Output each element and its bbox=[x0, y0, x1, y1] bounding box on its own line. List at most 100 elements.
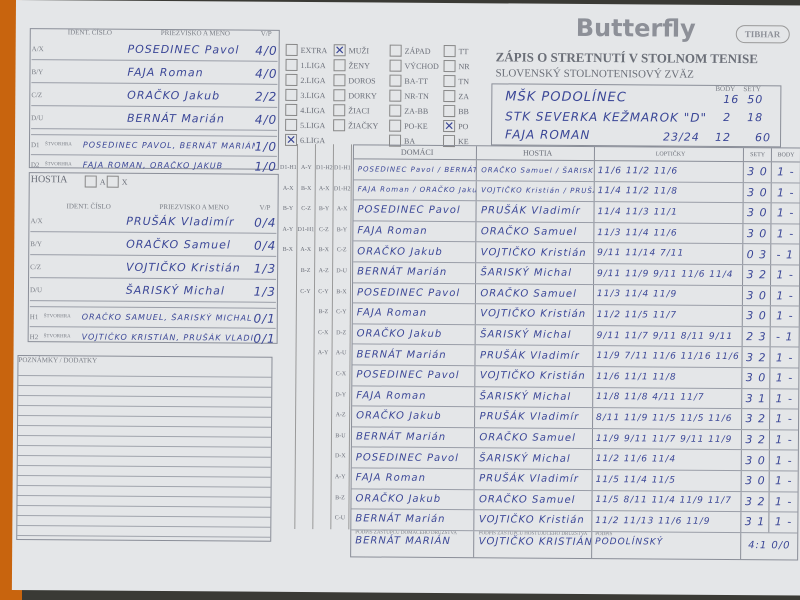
checkbox-box[interactable] bbox=[285, 43, 298, 56]
checkbox-vchod[interactable]: VÝCHOD bbox=[389, 59, 439, 72]
checkbox-batt[interactable]: BA-TT bbox=[389, 74, 428, 87]
ball-scores: 11/6 11/1 11/8 bbox=[593, 366, 743, 388]
notes-area[interactable]: POZNÁMKY / DODATKY bbox=[16, 355, 273, 542]
round: 12 bbox=[715, 130, 732, 144]
checkbox-po[interactable]: ✕ PO bbox=[443, 118, 469, 134]
match-report-form: Butterfly TIBHAR ZÁPIS O STRETNUTÍ V STO… bbox=[11, 0, 800, 596]
player-name: POSEDINEC Pavol bbox=[127, 42, 240, 57]
sets-score: 2 3 bbox=[742, 326, 771, 347]
points-score: 1 - bbox=[775, 433, 793, 447]
checkbox-eny[interactable]: ŽENY bbox=[333, 59, 370, 72]
order-code: D-Y bbox=[335, 391, 347, 398]
home-player: POSEDINEC Pavol / BERNÁT Marián bbox=[353, 159, 478, 180]
checkbox-box[interactable]: ✕ bbox=[333, 43, 346, 58]
home-doubles-row: D1 ŠTVORHRA POSEDINEC PAVOL, BERNÁT MARIÁN… bbox=[30, 134, 278, 156]
guest-option-x[interactable]: X bbox=[106, 175, 128, 188]
home-player: BERNÁT Marián bbox=[352, 344, 477, 366]
checkbox-box[interactable] bbox=[333, 59, 346, 72]
checkbox-box[interactable] bbox=[443, 44, 456, 58]
order-code: D1-H2 bbox=[333, 185, 351, 192]
checkbox-box[interactable] bbox=[443, 59, 456, 73]
guest-player: PRUŠÁK Vladimír bbox=[475, 407, 594, 428]
checkbox-box[interactable]: ✕ bbox=[443, 118, 456, 134]
checkbox-tt[interactable]: TT bbox=[443, 44, 469, 58]
home-player-row: D/U BERNÁT Marián 4/0 bbox=[31, 107, 278, 131]
guest-player: ORAČKO Samuel / ŠARISKÝ Michal bbox=[477, 160, 595, 181]
checkbox-box[interactable] bbox=[389, 119, 402, 132]
checkbox-nrtn[interactable]: NR-TN bbox=[389, 89, 429, 102]
ball-scores: 11/5 8/11 11/4 11/9 11/7 bbox=[592, 490, 742, 512]
sets-score: 3 0 bbox=[744, 162, 773, 182]
checkbox-box[interactable] bbox=[333, 74, 346, 87]
points-score: - 1 bbox=[775, 330, 794, 344]
checkbox-doros[interactable]: DOROS bbox=[333, 74, 376, 87]
order-code: A-Y bbox=[282, 226, 294, 233]
points-score: 1 - bbox=[776, 206, 795, 220]
player-win-loss: 1/3 bbox=[253, 261, 277, 276]
checkbox-5liga[interactable]: 5.LIGA bbox=[285, 118, 325, 131]
checkbox-1liga[interactable]: 1.LIGA bbox=[285, 58, 326, 71]
player-win-loss: 0/4 bbox=[253, 238, 277, 253]
player-name: FAJA Roman bbox=[127, 65, 204, 80]
checkbox-box[interactable] bbox=[285, 103, 298, 116]
checkbox-dorky[interactable]: DORKY bbox=[333, 89, 377, 102]
sets-score: 3 0 bbox=[743, 306, 772, 327]
checkbox-box[interactable] bbox=[443, 74, 456, 88]
checkbox-box[interactable] bbox=[389, 59, 402, 72]
checkbox-zabb[interactable]: ZA-BB bbox=[389, 104, 428, 117]
home-player: POSEDINEC Pavol bbox=[351, 447, 476, 469]
checkbox-box[interactable] bbox=[389, 89, 402, 102]
checkbox-mui[interactable]: ✕ MUŽI bbox=[333, 43, 370, 58]
checkbox-box[interactable] bbox=[285, 118, 298, 131]
points-score: 1 - bbox=[776, 186, 795, 200]
home-id-header: IDENT. ČÍSLO bbox=[67, 28, 113, 37]
player-code: A/X bbox=[30, 216, 43, 225]
checkbox-box[interactable] bbox=[389, 104, 402, 117]
home-player: POSEDINEC Pavol bbox=[352, 282, 477, 304]
referee: FAJA ROMAN bbox=[505, 127, 591, 143]
checkbox-box[interactable] bbox=[389, 44, 402, 57]
guest-player: ORAČKO Samuel bbox=[475, 427, 593, 449]
checkbox-poke[interactable]: PO-KE bbox=[389, 119, 428, 132]
points-score: 1 - bbox=[777, 165, 795, 179]
home-player: FAJA Roman bbox=[352, 303, 477, 324]
checkbox-4liga[interactable]: 4.LIGA bbox=[285, 103, 325, 116]
doubles-names: POSEDINEC PAVOL, BERNÁT MARIÁN bbox=[82, 140, 255, 151]
checkbox-box[interactable] bbox=[285, 88, 298, 101]
order-code: D-X bbox=[334, 453, 346, 460]
checkbox-box[interactable] bbox=[443, 104, 456, 118]
order-code: C-Z bbox=[336, 247, 347, 254]
checkbox-box[interactable] bbox=[333, 119, 346, 132]
order-code: C-Z bbox=[319, 226, 329, 233]
points-score: 1 - bbox=[776, 268, 794, 282]
ball-scores: 9/11 11/9 9/11 11/6 11/4 bbox=[593, 264, 744, 285]
checkbox-3liga[interactable]: 3.LIGA bbox=[285, 88, 325, 101]
checkbox-box[interactable] bbox=[333, 89, 346, 102]
checkbox-2liga[interactable]: 2.LIGA bbox=[285, 73, 326, 86]
checkbox-box[interactable] bbox=[443, 89, 456, 103]
checkbox-iaci[interactable]: ŽIACI bbox=[333, 104, 370, 117]
order-code: B-X bbox=[300, 185, 312, 192]
doubles-names: FAJA ROMAN, ORAČKO JAKUB bbox=[82, 160, 224, 171]
checkbox-nr[interactable]: NR bbox=[443, 59, 470, 73]
checkbox-box[interactable] bbox=[389, 74, 402, 87]
checkbox-box[interactable] bbox=[285, 58, 298, 71]
sets-score: 0 3 bbox=[743, 244, 772, 265]
order-code: D1-H1 bbox=[279, 164, 297, 171]
checkbox-extra[interactable]: EXTRA bbox=[285, 43, 328, 56]
guest-player-row: C/Z VOJTIČKO Kristián 1/3 bbox=[30, 256, 277, 280]
guest-player: VOJTIČKO Kristián / PRUŠÁK Vladimír bbox=[477, 180, 595, 202]
checkbox-tn[interactable]: TN bbox=[443, 74, 469, 88]
checkbox-box[interactable] bbox=[333, 104, 346, 117]
checkbox-bb[interactable]: BB bbox=[443, 104, 469, 118]
checkbox-box[interactable] bbox=[285, 73, 298, 86]
checkbox-zpad[interactable]: ZÁPAD bbox=[389, 44, 431, 57]
form-subtitle: SLOVENSKÝ STOLNOTENISOVÝ ZVÄZ bbox=[495, 67, 694, 81]
checkbox-iaky[interactable]: ŽIAČKY bbox=[333, 119, 378, 132]
checkbox-za[interactable]: ZA bbox=[443, 89, 469, 103]
order-code: C-U bbox=[334, 515, 346, 522]
sets-score: 3 0 bbox=[741, 470, 770, 491]
guest-option-a[interactable]: A bbox=[84, 175, 106, 188]
guest-player: ORAČKO Samuel bbox=[476, 283, 594, 305]
points-score: 1 - bbox=[775, 371, 794, 385]
